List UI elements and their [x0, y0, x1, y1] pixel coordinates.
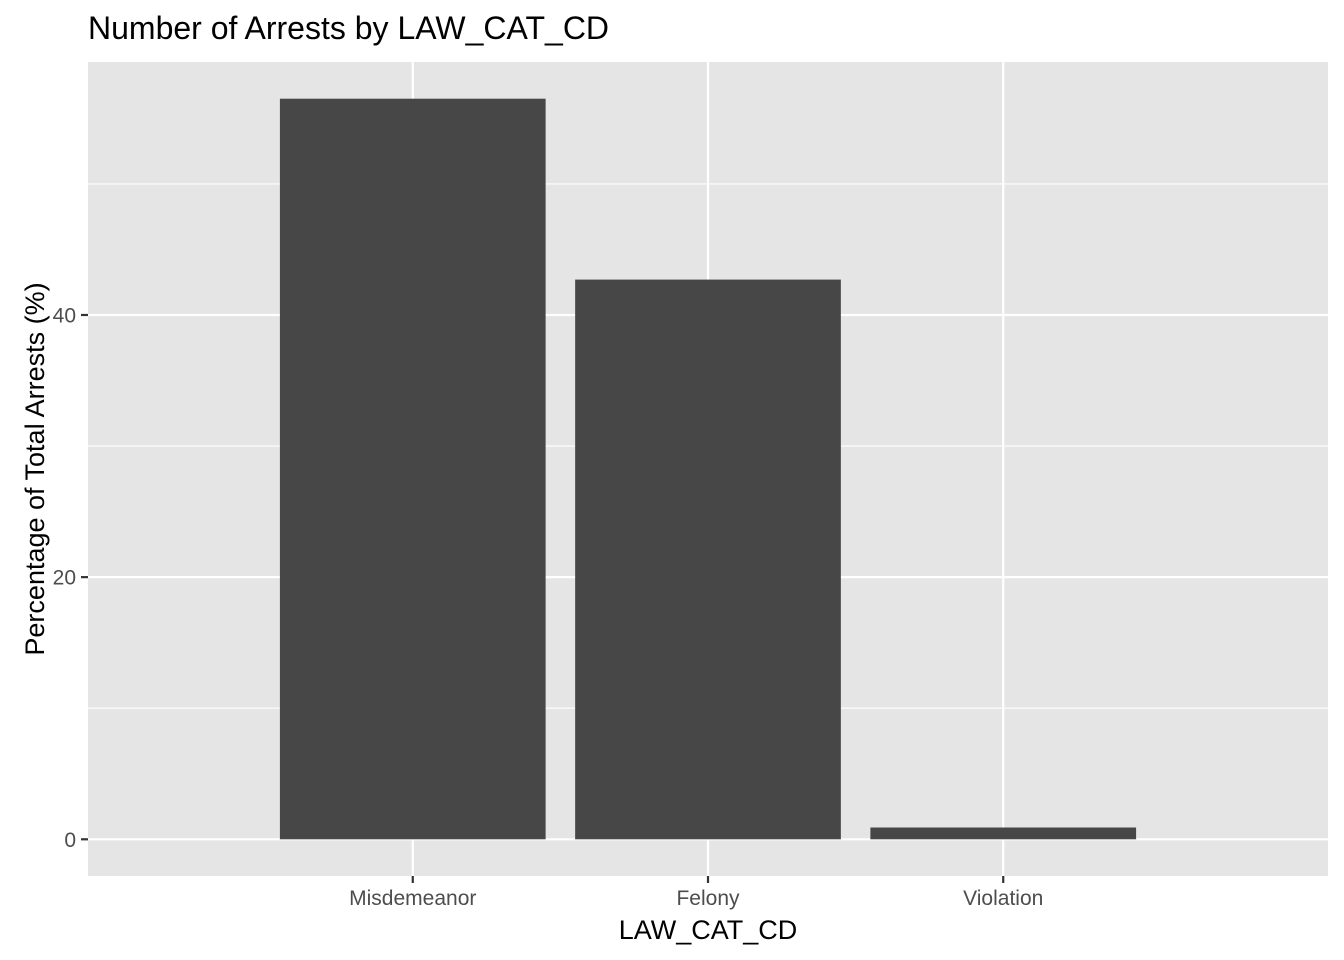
bar-felony: [575, 279, 841, 840]
y-tick-label: 0: [64, 829, 76, 852]
chart-title: Number of Arrests by LAW_CAT_CD: [88, 10, 609, 46]
x-tick-label: Violation: [963, 887, 1043, 910]
x-tick-label: Misdemeanor: [349, 887, 476, 910]
x-tick-label: Felony: [676, 887, 740, 910]
bar-misdemeanor: [279, 98, 546, 840]
y-axis-label: Percentage of Total Arrests (%): [20, 282, 50, 655]
y-tick-label: 40: [53, 304, 76, 327]
bar-violation: [870, 827, 1137, 840]
x-axis: Misdemeanor Felony Violation: [349, 876, 1043, 910]
bars: [279, 98, 1137, 840]
y-axis: 0 20 40: [53, 304, 88, 852]
y-tick-label: 20: [53, 567, 76, 590]
x-axis-label: LAW_CAT_CD: [619, 915, 798, 945]
